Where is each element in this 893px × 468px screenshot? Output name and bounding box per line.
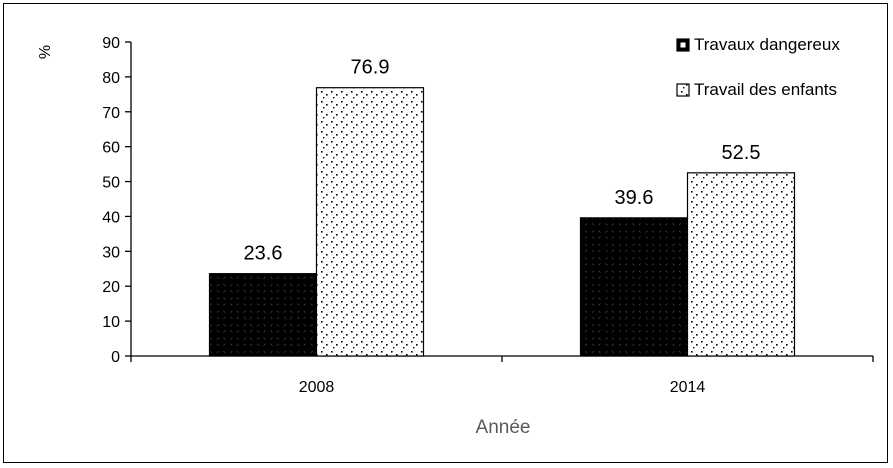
bars: 23.6 76.9 39.6 52.5 — [208, 57, 796, 357]
x-tick-label: 2014 — [670, 379, 706, 396]
y-tick-label: 80 — [102, 70, 120, 87]
data-label: 76.9 — [351, 57, 390, 79]
y-tick-label: 60 — [102, 140, 120, 157]
legend: Travaux dangereux Travail des enfants — [676, 35, 840, 99]
y-axis: 0 10 20 30 40 50 60 70 80 90 — [102, 35, 132, 366]
y-axis-label: % — [37, 45, 54, 59]
legend-swatch-detail — [680, 42, 686, 48]
y-tick-label: 10 — [102, 314, 120, 331]
legend-label: Travail des enfants — [694, 80, 837, 99]
y-tick-label: 40 — [102, 209, 120, 226]
data-label: 23.6 — [244, 243, 283, 265]
y-tick-label: 0 — [111, 349, 120, 366]
x-tick-labels: 2008 2014 — [299, 379, 706, 396]
x-axis-label: Année — [476, 417, 531, 438]
data-label: 52.5 — [722, 142, 761, 164]
bar-travaux-dangereux-2014 — [579, 217, 689, 357]
y-tick-label: 70 — [102, 105, 120, 122]
legend-swatch — [676, 83, 690, 97]
data-label: 39.6 — [615, 187, 654, 209]
x-tick-label: 2008 — [299, 379, 335, 396]
bar-travail-des-enfants-2008 — [315, 87, 425, 357]
y-tick-label: 30 — [102, 244, 120, 261]
bar-travail-des-enfants-2014 — [686, 172, 796, 357]
y-tick-label: 20 — [102, 279, 120, 296]
y-tick-label: 50 — [102, 175, 120, 192]
legend-label: Travaux dangereux — [694, 35, 840, 54]
y-tick-label: 90 — [102, 35, 120, 52]
bar-travaux-dangereux-2008 — [208, 273, 318, 357]
x-axis — [130, 355, 874, 362]
